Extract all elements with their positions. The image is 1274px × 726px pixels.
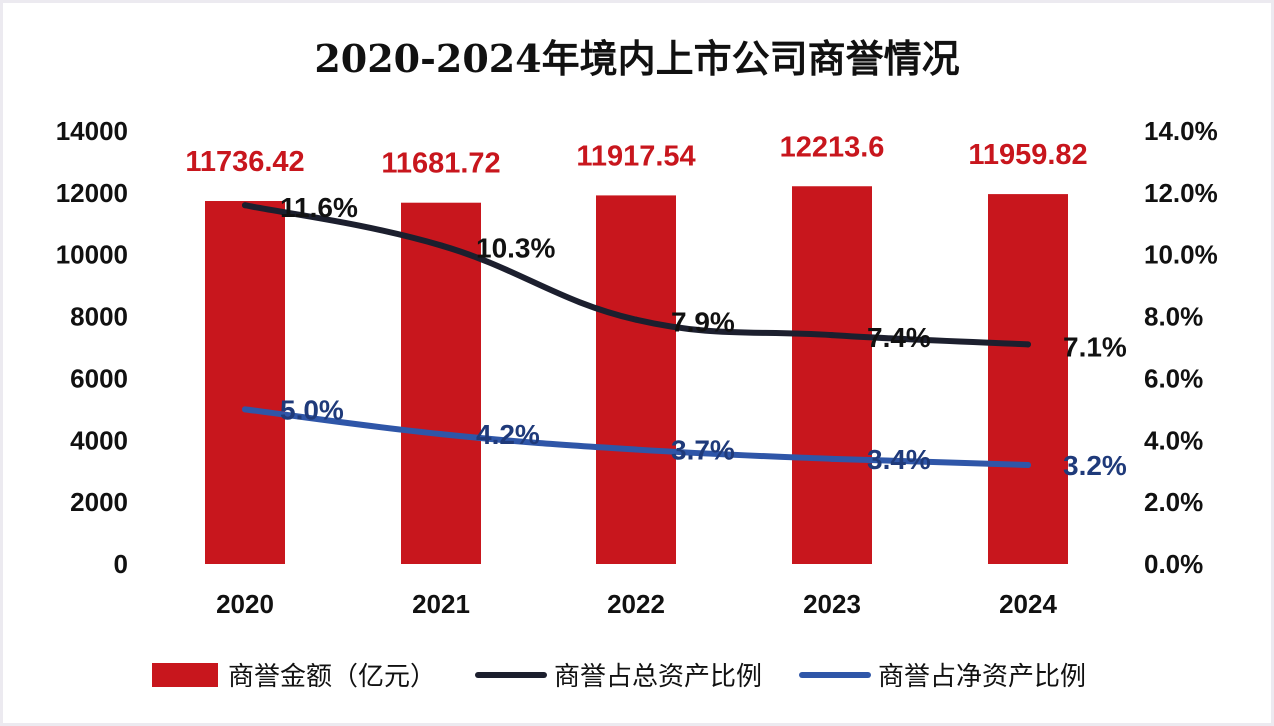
line-series bbox=[242, 202, 1031, 469]
bar-value-label: 11736.42 bbox=[185, 146, 304, 178]
total-ratio-label: 7.1% bbox=[1063, 331, 1127, 362]
legend: 商誉金额（亿元） 商誉占总资产比例 商誉占净资产比例 bbox=[152, 662, 1086, 692]
legend-total-label: 商誉占总资产比例 bbox=[554, 662, 762, 692]
right-axis-tick: 6.0% bbox=[1144, 363, 1203, 393]
right-axis-tick: 4.0% bbox=[1144, 425, 1203, 455]
line-net-assets-ratio-point-2020 bbox=[242, 406, 248, 413]
left-axis-tick: 2000 bbox=[70, 487, 128, 517]
right-axis-tick: 12.0% bbox=[1144, 178, 1218, 208]
left-axis: 0 2000 4000 6000 8000 10000 12000 14000 bbox=[56, 116, 128, 579]
bar-value-label: 11959.82 bbox=[968, 139, 1087, 171]
right-axis: 0.0% 2.0% 4.0% 6.0% 8.0% 10.0% 12.0% 14.0% bbox=[1144, 116, 1218, 579]
chart-title: 2020-2024年境内上市公司商誉情况 bbox=[314, 36, 959, 81]
left-axis-tick: 10000 bbox=[56, 240, 128, 270]
x-axis-tick: 2024 bbox=[999, 589, 1057, 619]
left-axis-tick: 12000 bbox=[56, 178, 128, 208]
line-net-assets-ratio-point-2021 bbox=[438, 431, 444, 438]
bar-value-label: 11917.54 bbox=[576, 140, 695, 172]
bar-series bbox=[205, 186, 1068, 565]
line-total-assets-ratio-point-2020 bbox=[242, 202, 248, 209]
line-total-assets-ratio-point-2024 bbox=[1025, 341, 1031, 348]
bar-value-label: 11681.72 bbox=[381, 148, 500, 180]
right-axis-tick: 0.0% bbox=[1144, 549, 1203, 579]
right-axis-tick: 8.0% bbox=[1144, 302, 1203, 332]
bar-goodwill-2021 bbox=[401, 202, 481, 564]
bar-goodwill-2022 bbox=[596, 195, 676, 564]
line-total-assets-ratio-point-2023 bbox=[829, 332, 835, 339]
x-axis-tick: 2020 bbox=[216, 589, 274, 619]
total-ratio-label: 11.6% bbox=[280, 192, 358, 223]
line-net-assets-ratio-point-2023 bbox=[829, 455, 835, 462]
data-labels: 11736.42 11681.72 11917.54 12213.6 11959.82 1… bbox=[185, 131, 1127, 481]
x-axis-tick: 2022 bbox=[607, 589, 665, 619]
x-axis-tick: 2021 bbox=[412, 589, 470, 619]
net-ratio-label: 5.0% bbox=[280, 394, 344, 425]
x-axis-tick: 2023 bbox=[803, 589, 861, 619]
bar-value-label: 12213.6 bbox=[780, 131, 885, 163]
line-total-assets-ratio-point-2022 bbox=[633, 316, 639, 323]
legend-bar-label: 商誉金额（亿元） bbox=[228, 662, 436, 692]
net-ratio-label: 3.7% bbox=[671, 435, 735, 466]
left-axis-tick: 8000 bbox=[70, 302, 128, 332]
total-ratio-label: 7.4% bbox=[867, 322, 931, 353]
x-axis: 2020 2021 2022 2023 2024 bbox=[216, 589, 1057, 619]
net-ratio-label: 4.2% bbox=[476, 419, 540, 450]
right-axis-tick: 14.0% bbox=[1144, 116, 1218, 146]
line-total-assets-ratio-point-2021 bbox=[438, 242, 444, 249]
line-net-assets-ratio-point-2024 bbox=[1025, 462, 1031, 469]
net-ratio-label: 3.2% bbox=[1063, 450, 1127, 481]
total-ratio-label: 7.9% bbox=[671, 307, 735, 338]
right-axis-tick: 2.0% bbox=[1144, 487, 1203, 517]
legend-net-label: 商誉占净资产比例 bbox=[878, 662, 1086, 692]
left-axis-tick: 0 bbox=[114, 549, 128, 579]
net-ratio-label: 3.4% bbox=[867, 444, 931, 475]
bar-goodwill-2024 bbox=[988, 194, 1068, 564]
total-ratio-label: 10.3% bbox=[476, 232, 555, 263]
legend-bar-swatch bbox=[152, 663, 218, 687]
bar-goodwill-2023 bbox=[792, 186, 872, 564]
left-axis-tick: 4000 bbox=[70, 425, 128, 455]
left-axis-tick: 6000 bbox=[70, 363, 128, 393]
line-net-assets-ratio-point-2022 bbox=[633, 446, 639, 453]
bar-goodwill-2020 bbox=[205, 201, 285, 565]
right-axis-tick: 10.0% bbox=[1144, 240, 1218, 270]
left-axis-tick: 14000 bbox=[56, 116, 128, 146]
